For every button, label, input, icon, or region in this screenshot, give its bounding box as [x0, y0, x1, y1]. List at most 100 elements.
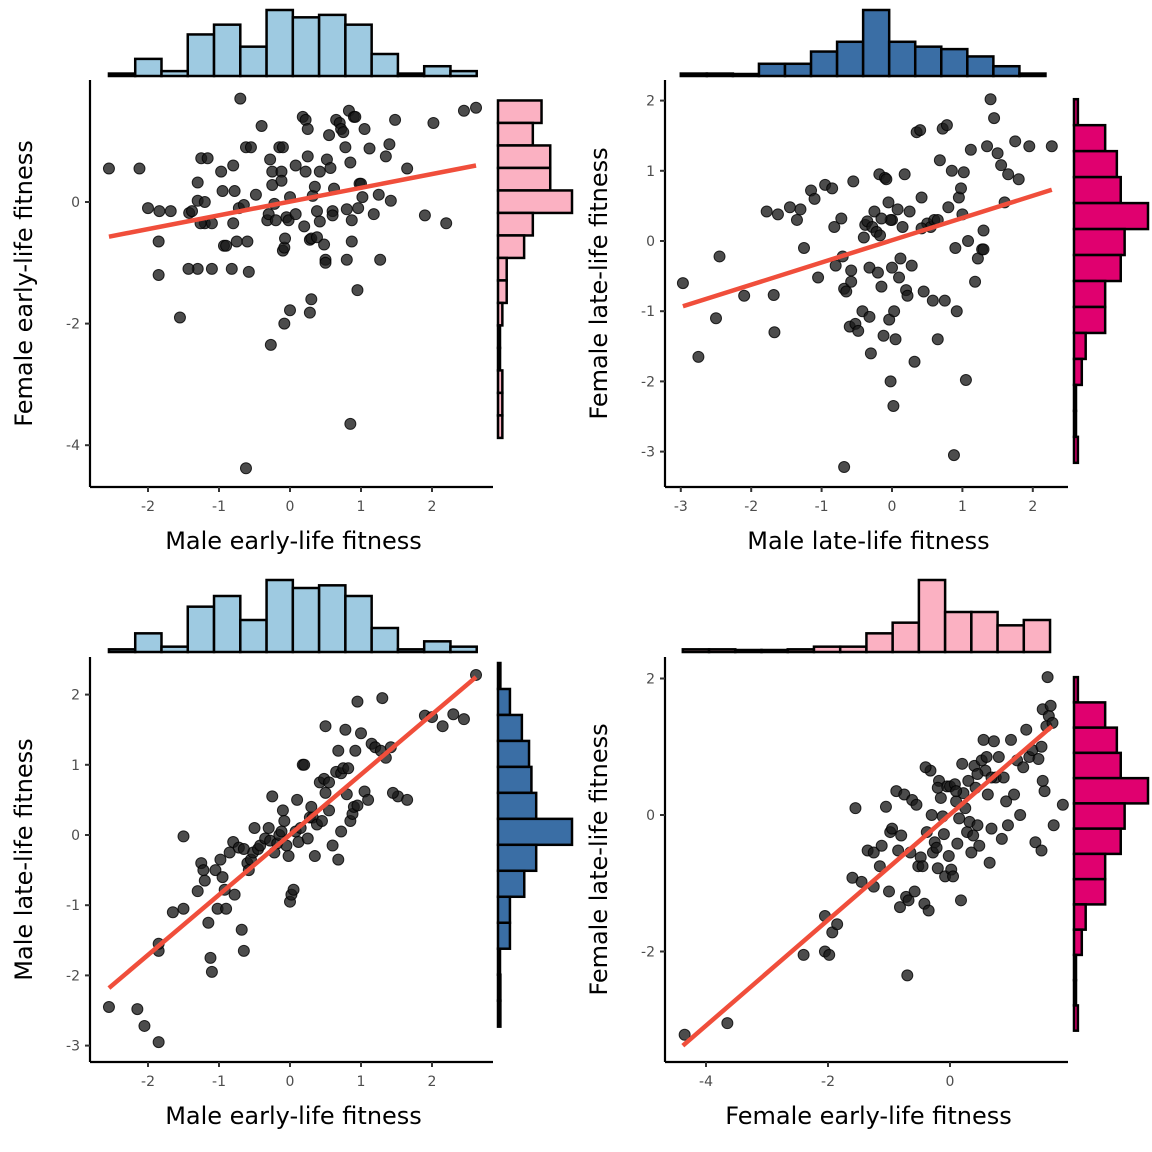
x-tick-label: -2 [141, 1074, 155, 1090]
y-tick-labels: 2 1 0 -1 -2 -3 [641, 94, 655, 461]
histogram-bar [496, 346, 502, 372]
panel-male-late-vs-female-late: -3 -2 -1 0 1 2 2 1 0 -1 -2 -3 Male late-life fitne… [585, 8, 1150, 555]
data-point [937, 828, 950, 841]
marginal-histogram-top [107, 578, 478, 654]
data-point [1056, 798, 1069, 811]
marginal-histogram-right [496, 99, 574, 440]
histogram-bar [422, 640, 452, 654]
data-point [864, 347, 877, 360]
data-point [374, 253, 387, 266]
y-tick-label: 0 [71, 828, 80, 844]
data-point [812, 271, 825, 284]
data-point [202, 916, 215, 929]
histogram-bar [496, 791, 538, 821]
data-point [152, 268, 165, 281]
data-point [427, 116, 440, 129]
histogram-bar [1022, 618, 1052, 654]
data-point [901, 289, 914, 302]
data-point [237, 944, 250, 957]
histogram-bar [861, 8, 891, 78]
data-point [301, 832, 314, 845]
panel-male-early-vs-female-early: -2 -1 0 1 2 0 -2 -4 Male early-life fitness Fe… [10, 8, 574, 555]
y-axis-title: Female late-life fitness [585, 723, 613, 995]
data-point [337, 126, 350, 139]
data-point [771, 208, 784, 221]
data-point [275, 174, 288, 187]
histogram-bar [160, 645, 190, 654]
x-axis-title: Male late-life fitness [747, 527, 989, 555]
data-point [738, 289, 751, 302]
histogram-bar [1072, 675, 1080, 704]
data-point [301, 123, 314, 136]
data-point [919, 761, 932, 774]
data-point [344, 417, 357, 430]
data-point [418, 209, 431, 222]
histogram-bar [496, 739, 531, 769]
x-tick-labels: -2 -1 0 1 2 [141, 1074, 436, 1090]
data-point [1023, 140, 1036, 153]
data-point [1009, 135, 1022, 148]
histogram-bar [812, 645, 842, 654]
data-point [342, 762, 355, 775]
data-point [323, 776, 336, 789]
histogram-bar [1072, 409, 1078, 439]
data-point [198, 874, 211, 887]
data-point [310, 205, 323, 218]
data-point [264, 338, 277, 351]
data-point [1045, 140, 1058, 153]
data-point [227, 159, 240, 172]
data-point [351, 284, 364, 297]
histogram-bar [344, 594, 373, 654]
data-point [917, 285, 930, 298]
histogram-bar [940, 47, 969, 78]
data-point [875, 212, 888, 225]
axes [85, 80, 493, 492]
data-point [1035, 740, 1048, 753]
data-point [954, 894, 967, 907]
data-point [951, 837, 964, 850]
data-point [991, 147, 1004, 160]
histogram-bar [496, 166, 552, 192]
data-point [891, 203, 904, 216]
marginal-histogram-right [1072, 675, 1150, 1032]
data-point [849, 802, 862, 815]
data-point [954, 182, 967, 195]
data-point [887, 399, 900, 412]
x-tick-label: -3 [674, 499, 688, 515]
data-point [298, 758, 311, 771]
data-point [985, 822, 998, 835]
data-point [798, 242, 810, 255]
data-point [308, 180, 321, 193]
histogram-bar [1072, 1004, 1080, 1032]
x-tick-labels: -3 -2 -1 0 1 2 [674, 499, 1037, 515]
x-tick-label: -4 [699, 1074, 713, 1090]
histogram-bar [370, 52, 400, 78]
data-point [457, 104, 470, 117]
histogram-bar [496, 211, 535, 237]
data-point [291, 793, 304, 806]
data-point [142, 202, 154, 215]
histogram-bar [731, 72, 761, 78]
histogram-bar [996, 624, 1026, 654]
y-tick-label: -3 [66, 1039, 80, 1055]
data-point [845, 275, 858, 288]
data-point [855, 875, 868, 888]
data-point [852, 324, 865, 337]
data-point [1008, 788, 1021, 801]
data-point [1032, 753, 1045, 766]
histogram-bar [212, 23, 242, 78]
x-tick-label: -1 [212, 1074, 226, 1090]
data-point [981, 788, 994, 801]
data-point [323, 129, 336, 142]
data-point [931, 862, 944, 875]
marginal-histogram-top [679, 8, 1047, 78]
histogram-bar [757, 62, 787, 78]
data-point [315, 814, 328, 827]
x-tick-label: -1 [212, 499, 226, 515]
histogram-bar [917, 578, 947, 654]
data-point [228, 185, 241, 198]
histogram-bar [160, 69, 190, 78]
data-point [298, 220, 311, 233]
data-point [164, 205, 177, 218]
